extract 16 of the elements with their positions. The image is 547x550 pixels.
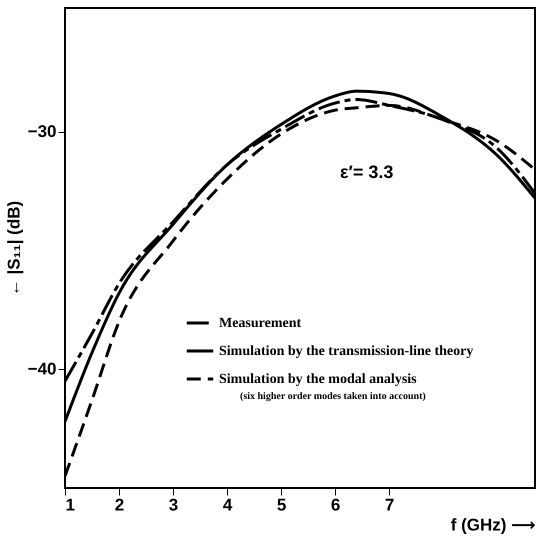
x-tick-label: 7 — [384, 496, 394, 514]
x-axis-title: f (GHz) ⟶ — [450, 516, 536, 534]
legend-label: Simulation by the modal analysis — [219, 372, 418, 387]
legend-label: Measurement — [219, 316, 302, 331]
y-tick-label: −40 — [28, 360, 56, 379]
annotation: (six higher order modes taken into account) — [240, 391, 426, 402]
annotation: ε′= 3.3 — [340, 162, 394, 182]
x-tick-label: 1 — [66, 496, 75, 514]
x-tick-label: 6 — [330, 496, 340, 514]
y-tick-label: −30 — [28, 122, 56, 142]
x-tick-label: 5 — [276, 496, 286, 514]
x-tick-label: 3 — [168, 496, 178, 514]
y-axis-title: ← |S₁₁| (dB) — [4, 200, 24, 296]
x-tick-label: 2 — [114, 496, 124, 514]
legend-label: Simulation by the transmission-line theory — [219, 344, 474, 359]
x-tick-label: 4 — [222, 496, 233, 514]
